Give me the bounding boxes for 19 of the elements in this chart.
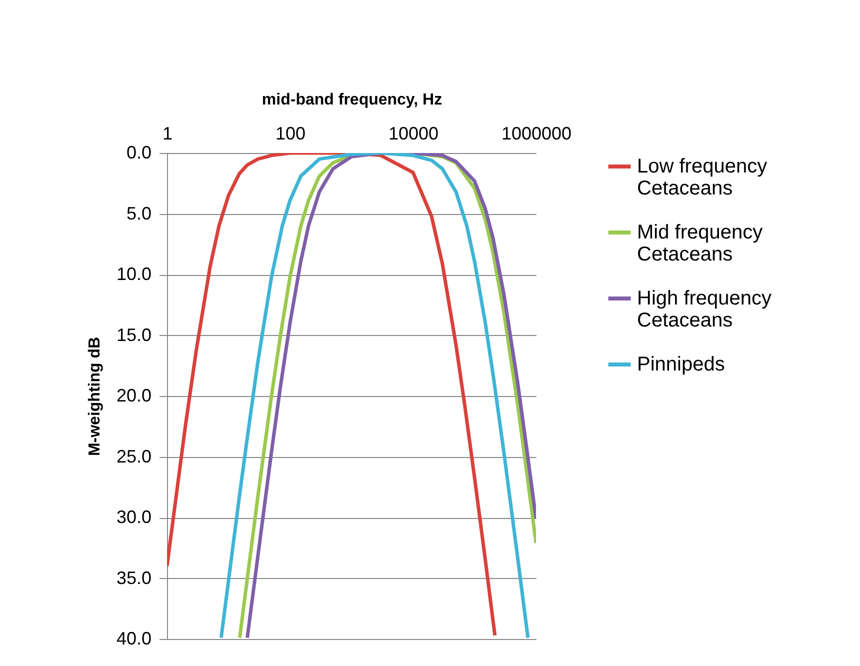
y-tick-label: 30.0 — [116, 507, 152, 527]
y-tick-label: 40.0 — [116, 628, 152, 648]
x-tick-label: 1 — [162, 124, 173, 144]
legend-label: High frequency Cetaceans — [637, 288, 772, 332]
y-axis-title: M-weighting dB — [86, 336, 104, 456]
y-tick-label: 20.0 — [116, 386, 152, 406]
x-axis-title: mid-band frequency, Hz — [262, 92, 442, 108]
legend-label: Pinnipeds — [637, 354, 725, 376]
legend-label: Mid frequency Cetaceans — [637, 222, 763, 266]
y-tick-label: 0.0 — [126, 142, 152, 162]
y-tick-label: 10.0 — [116, 264, 152, 284]
x-tick-label: 10000 — [388, 124, 439, 144]
x-tick-label: 1000000 — [501, 124, 572, 144]
y-tick-label: 5.0 — [126, 203, 152, 224]
legend-label: Low frequency Cetaceans — [637, 156, 768, 200]
y-tick-label: 15.0 — [116, 324, 152, 345]
y-tick-label: 35.0 — [116, 568, 152, 588]
x-tick-label: 100 — [275, 124, 306, 144]
y-tick-label: 25.0 — [116, 446, 152, 466]
